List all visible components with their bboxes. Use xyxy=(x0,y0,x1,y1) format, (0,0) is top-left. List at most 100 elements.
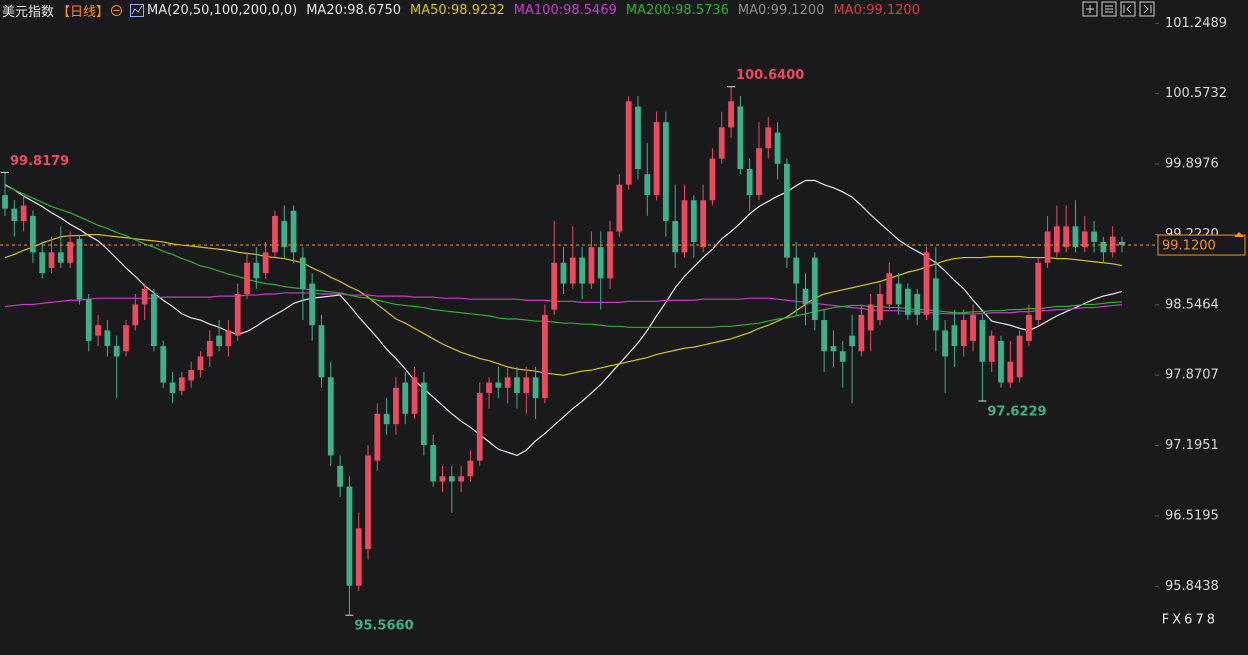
candle-body xyxy=(1035,262,1042,321)
candle-body xyxy=(905,288,911,315)
candle-body xyxy=(979,320,986,362)
candle-body xyxy=(448,476,455,482)
candle-body xyxy=(495,382,502,388)
candle-body xyxy=(951,325,958,347)
y-tick-label: 97.1951 xyxy=(1165,438,1219,453)
candle-body xyxy=(30,215,36,253)
candle-body xyxy=(839,351,846,362)
candle-body xyxy=(932,278,939,331)
candle-body xyxy=(746,169,753,196)
legend-entry: MA20:98.6750 xyxy=(306,2,401,18)
period-label[interactable]: 【日线】 xyxy=(57,4,110,20)
toolbar-icons xyxy=(1082,1,1155,17)
candle-body xyxy=(393,387,399,425)
candle-body xyxy=(132,304,139,326)
y-tick-label: 96.5195 xyxy=(1165,508,1219,523)
annotation-label: 100.6400 xyxy=(736,68,804,83)
candle-body xyxy=(262,252,269,274)
candle-body xyxy=(569,257,576,284)
candle-body xyxy=(579,257,586,284)
candle-body xyxy=(1063,226,1070,248)
candle-body xyxy=(337,465,343,487)
candle-body xyxy=(1081,231,1088,248)
candle-body xyxy=(20,205,27,222)
annotation-label: 97.6229 xyxy=(987,404,1046,419)
legend-entry: MA50:98.9232 xyxy=(410,2,505,18)
candle-body xyxy=(793,257,800,284)
candle-body xyxy=(886,273,893,305)
candle-body xyxy=(104,330,111,347)
candle-body xyxy=(281,221,288,248)
candle-body xyxy=(272,215,278,253)
last-price-box xyxy=(1157,234,1246,256)
prev-button[interactable] xyxy=(1120,1,1136,17)
next-button[interactable] xyxy=(1139,1,1155,17)
watermark: FX678 xyxy=(1162,613,1218,628)
candle-body xyxy=(877,294,883,321)
period-toggle-icon[interactable] xyxy=(110,4,123,17)
candle-body xyxy=(160,346,167,383)
candle-body xyxy=(188,370,195,381)
candle-body xyxy=(663,122,669,222)
candle-body xyxy=(616,184,623,232)
candle-body xyxy=(1007,361,1014,383)
candle-body xyxy=(57,252,64,263)
y-tick-label: 95.8438 xyxy=(1165,579,1219,594)
plot-area: 101.2489100.573299.897699.222098.546497.… xyxy=(0,16,1227,634)
candle-body xyxy=(718,127,725,159)
candle-body xyxy=(67,241,74,263)
candle-body xyxy=(784,163,790,258)
candle-body xyxy=(867,304,874,331)
candle-body xyxy=(39,252,46,274)
candle-body xyxy=(514,377,520,393)
annotation-label: 99.8179 xyxy=(10,154,69,169)
candle-body xyxy=(728,101,734,128)
candle-body xyxy=(476,392,483,461)
candle-body xyxy=(2,195,8,209)
candle-body xyxy=(113,346,120,357)
candle-body xyxy=(690,200,697,242)
candle-body xyxy=(123,325,129,352)
chart-header: 美元指数 【日线】 MA(20,50,100,200,0,0) MA20:98.… xyxy=(2,1,920,20)
candle-body xyxy=(653,122,660,196)
candle-body xyxy=(1016,335,1023,378)
candle-body xyxy=(625,101,632,185)
layout-button[interactable] xyxy=(1101,1,1117,17)
candle-body xyxy=(151,294,157,347)
candle-body xyxy=(597,247,604,279)
candle-body xyxy=(85,299,92,341)
candle-body xyxy=(1091,231,1097,242)
candle-body xyxy=(95,325,101,336)
candle-body xyxy=(709,158,716,201)
candle-body xyxy=(327,377,334,456)
legend-entry: MA200:98.5736 xyxy=(625,2,729,18)
candle-body xyxy=(681,200,688,253)
chart-title: 美元指数 xyxy=(2,4,55,20)
candle-body xyxy=(1119,241,1125,246)
candle-body xyxy=(299,257,306,289)
annotation-label: 95.5660 xyxy=(354,619,413,634)
legend-entry: MA0:99.1200 xyxy=(833,2,920,18)
candle-body xyxy=(858,314,865,352)
candle-body xyxy=(11,208,18,222)
y-tick-label: 99.8976 xyxy=(1165,157,1219,172)
candle-body xyxy=(504,377,511,388)
candle-body xyxy=(253,262,260,279)
candle-body xyxy=(523,377,530,393)
candle-body xyxy=(821,320,828,352)
y-tick-label: 97.8707 xyxy=(1165,368,1219,383)
candle-body xyxy=(1100,241,1107,253)
candle-body xyxy=(1109,236,1116,253)
candle-body xyxy=(588,247,595,284)
fullscreen-button[interactable] xyxy=(1082,1,1098,17)
candle-body xyxy=(355,528,362,586)
candle-body xyxy=(541,314,548,399)
candle-body xyxy=(914,294,921,315)
candle-body xyxy=(532,377,539,399)
indicator-icon[interactable] xyxy=(130,3,145,17)
candle-body xyxy=(48,252,55,268)
candle-body xyxy=(486,382,492,393)
candle-body xyxy=(374,413,381,461)
candle-body xyxy=(830,346,837,352)
